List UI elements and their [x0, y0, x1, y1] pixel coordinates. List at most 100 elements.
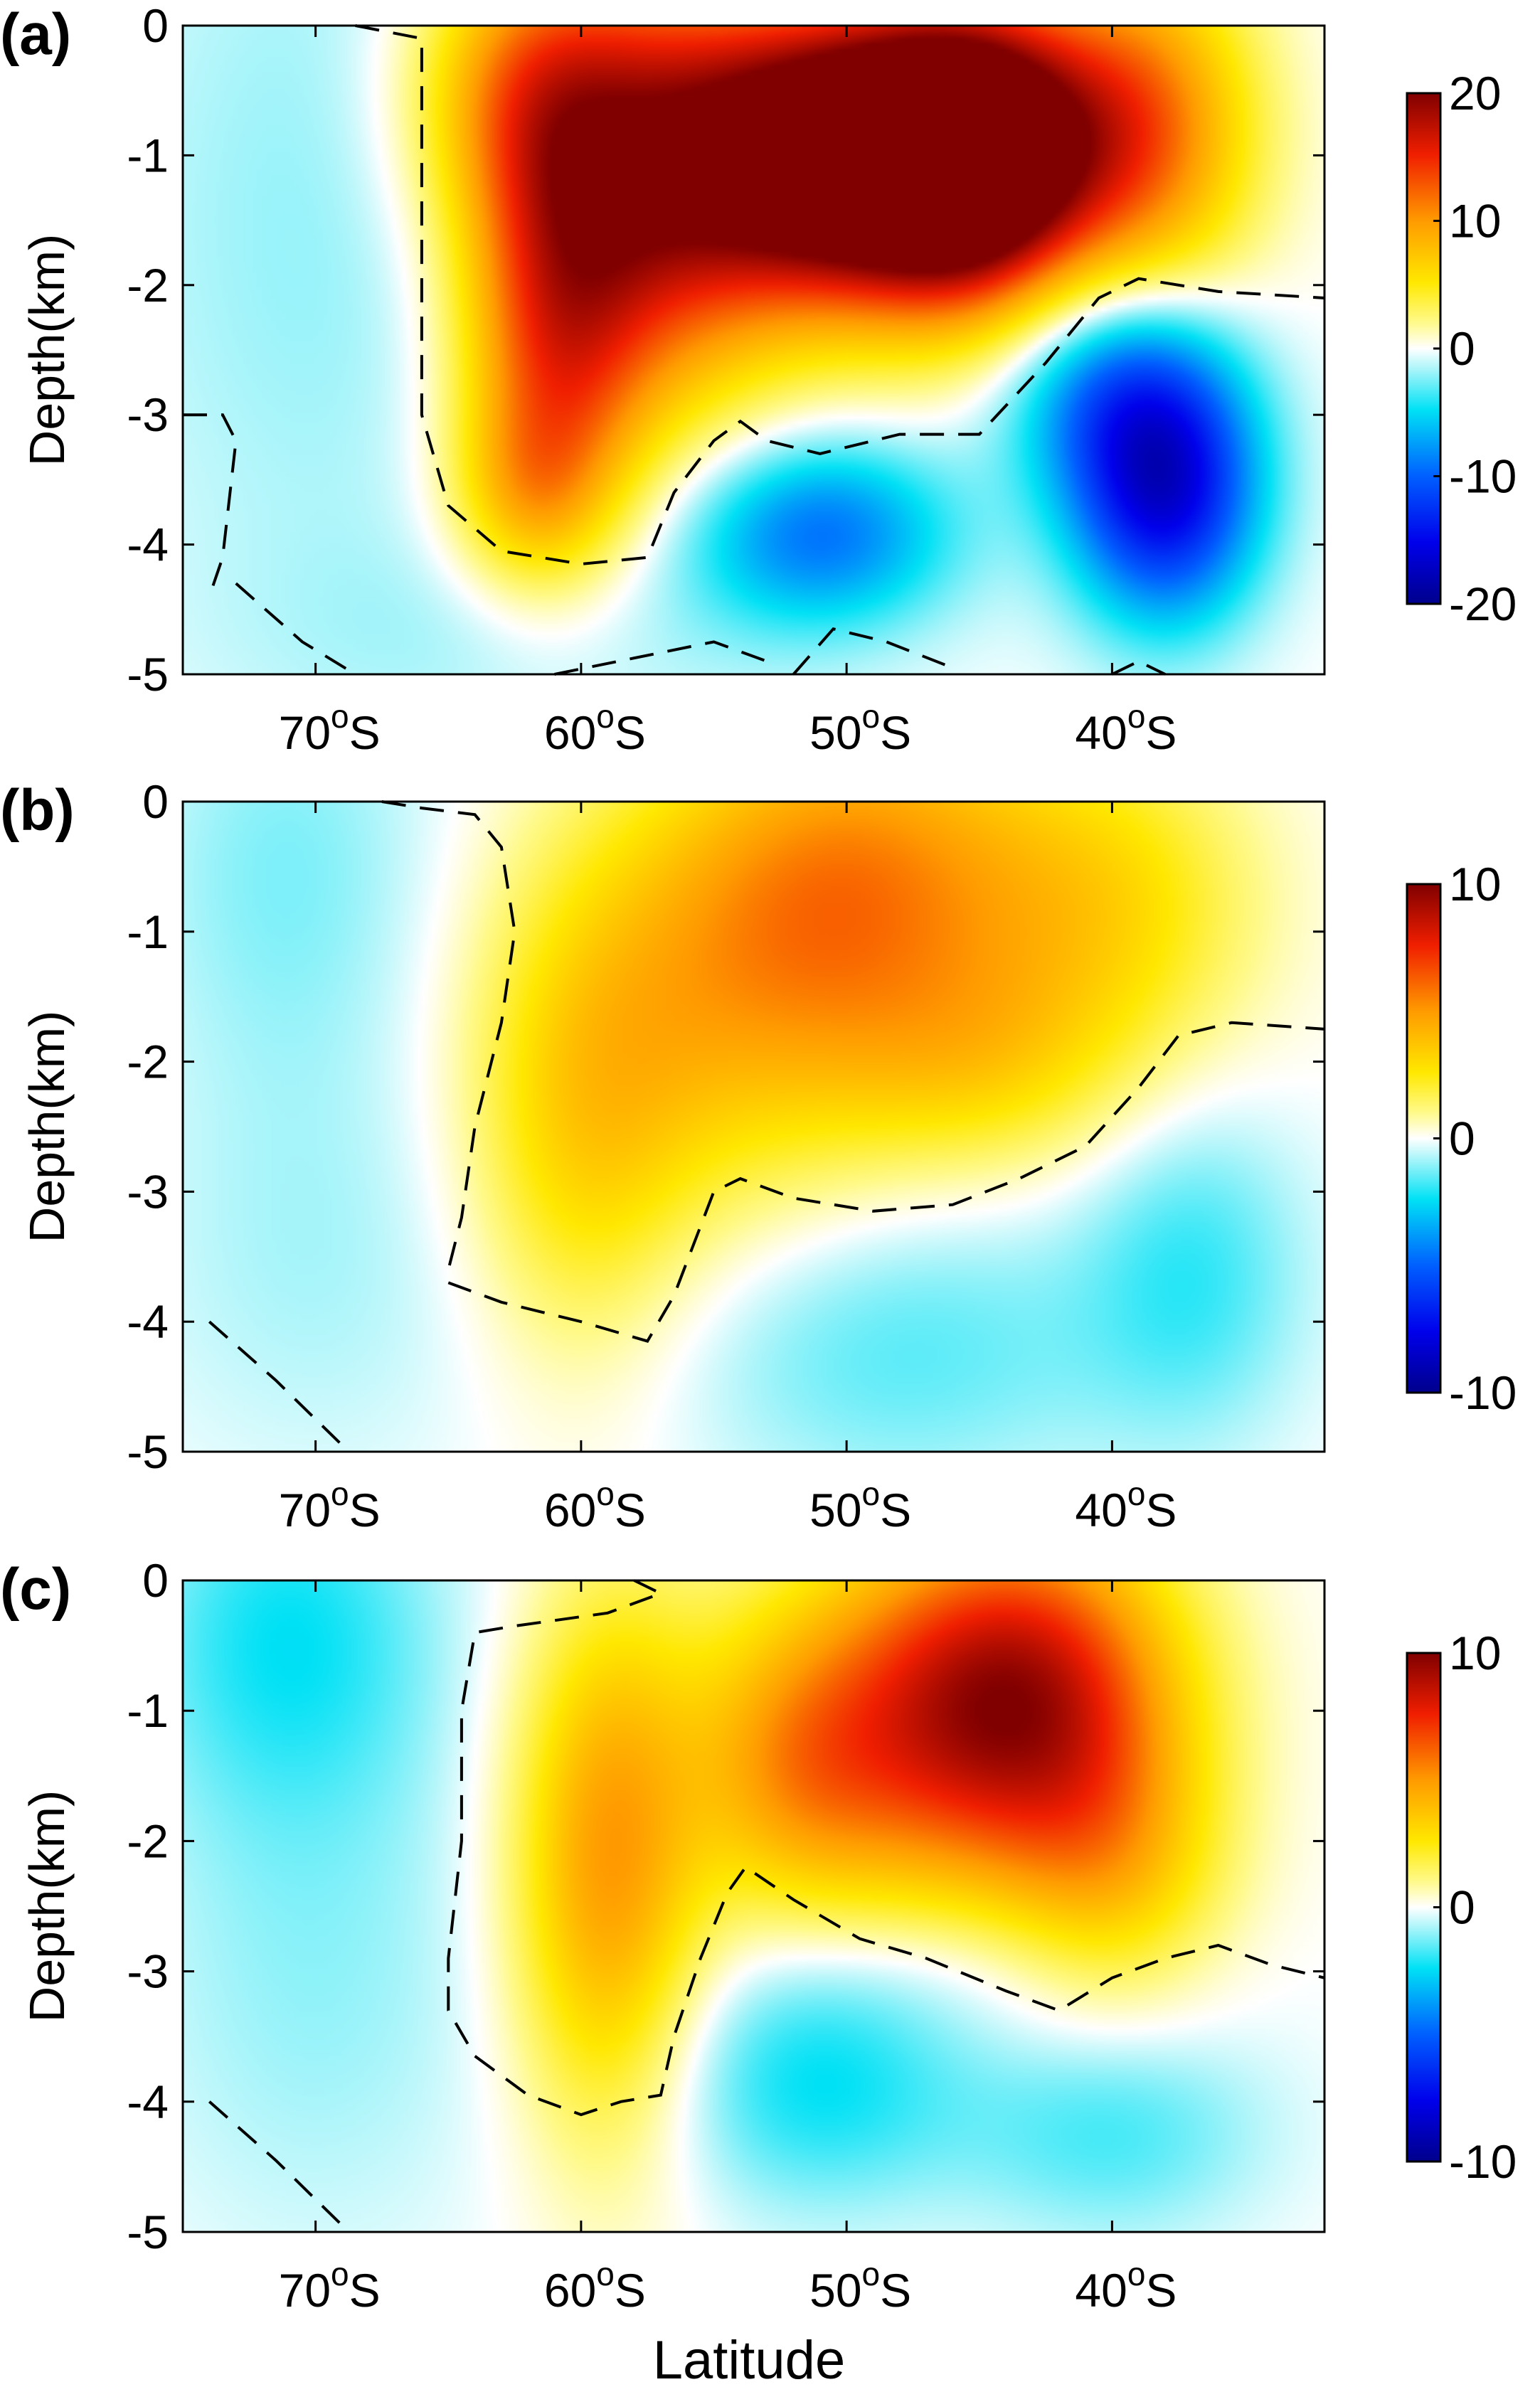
- x-tick-label: 40oS: [1075, 698, 1177, 759]
- x-tick-hemisphere: S: [1145, 2264, 1177, 2317]
- zero-contour-1: [447, 1579, 1325, 2117]
- y-tick-label: -4: [127, 2075, 169, 2128]
- x-tick-hemisphere: S: [1145, 1484, 1177, 1536]
- zero-contour-4: [554, 640, 768, 676]
- y-tick-label: -2: [127, 1814, 169, 1867]
- panel-label: (c): [0, 1557, 71, 1622]
- colorbar-tick-label: 10: [1449, 1627, 1501, 1679]
- x-tick-hemisphere: S: [615, 706, 646, 759]
- heatmap-field: [183, 26, 1324, 674]
- x-tick-degree: o: [596, 698, 615, 735]
- colorbar: [1406, 1652, 1442, 2163]
- y-tick-label: -4: [127, 1295, 169, 1348]
- y-tick-label: -3: [127, 1165, 169, 1218]
- x-tick-degree: o: [1127, 1475, 1146, 1512]
- x-tick-degree: o: [1127, 698, 1146, 735]
- zero-contour-6: [1111, 659, 1166, 676]
- x-tick-hemisphere: S: [1145, 706, 1177, 759]
- y-tick-label: -5: [127, 648, 169, 701]
- x-tick-label: 40oS: [1075, 2255, 1177, 2317]
- y-tick-label: -4: [127, 519, 169, 571]
- x-tick-number: 40: [1075, 1484, 1127, 1536]
- x-tick-hemisphere: S: [349, 1484, 381, 1536]
- x-tick-number: 60: [544, 706, 596, 759]
- y-tick-label: -1: [127, 905, 169, 958]
- y-tick-label: -3: [127, 1945, 169, 1998]
- x-tick-degree: o: [596, 2255, 615, 2292]
- colorbar-tick-label: 0: [1449, 322, 1475, 375]
- y-tick-label: -1: [127, 1684, 169, 1737]
- x-tick-degree: o: [1127, 2255, 1146, 2292]
- colorbar-tick-label: -10: [1449, 1366, 1517, 1419]
- x-tick-hemisphere: S: [880, 2264, 911, 2317]
- x-tick-number: 50: [809, 1484, 861, 1536]
- y-tick-label: 0: [142, 0, 169, 52]
- zero-contour-3: [235, 582, 356, 676]
- y-axis-label: Depth(km): [19, 1790, 75, 2023]
- x-tick-degree: o: [331, 698, 349, 735]
- y-tick-label: 0: [142, 775, 169, 828]
- colorbar-tick-label: 10: [1449, 195, 1501, 248]
- x-tick-label: 50oS: [809, 698, 911, 759]
- x-tick-number: 40: [1075, 706, 1127, 759]
- x-tick-degree: o: [596, 1475, 615, 1512]
- x-tick-hemisphere: S: [880, 706, 911, 759]
- x-tick-label: 50oS: [809, 1475, 911, 1536]
- colorbar-tick-label: -10: [1449, 2135, 1517, 2188]
- x-tick-label: 60oS: [544, 698, 646, 759]
- y-axis-label: Depth(km): [19, 234, 75, 467]
- colorbar-tick-label: 10: [1449, 858, 1501, 910]
- x-tick-label: 50oS: [809, 2255, 911, 2317]
- x-tick-label: 70oS: [279, 1475, 381, 1536]
- plot-frame: [181, 800, 1326, 1453]
- x-tick-hemisphere: S: [615, 2264, 646, 2317]
- colorbar-tick-label: 0: [1449, 1881, 1475, 1934]
- plot-frame: [181, 24, 1326, 676]
- x-tick-number: 70: [279, 1484, 331, 1536]
- x-tick-label: 60oS: [544, 1475, 646, 1536]
- x-tick-degree: o: [331, 1475, 349, 1512]
- zero-contour-2: [183, 413, 238, 597]
- plot-frame: [181, 1579, 1326, 2233]
- x-tick-number: 50: [809, 2264, 861, 2317]
- zero-contour-2: [208, 2100, 344, 2227]
- x-tick-number: 60: [544, 2264, 596, 2317]
- panel-label: (b): [0, 778, 75, 843]
- x-tick-label: 40oS: [1075, 1475, 1177, 1536]
- colorbar-tick-label: 0: [1449, 1112, 1475, 1165]
- colorbar-tick-label: -10: [1449, 450, 1517, 503]
- y-axis-label: Depth(km): [19, 1011, 75, 1243]
- heatmap-field: [183, 1580, 1324, 2232]
- x-tick-degree: o: [862, 698, 881, 735]
- x-tick-degree: o: [331, 2255, 349, 2292]
- x-tick-number: 70: [279, 706, 331, 759]
- y-tick-label: -1: [127, 129, 169, 181]
- x-tick-number: 40: [1075, 2264, 1127, 2317]
- x-tick-number: 70: [279, 2264, 331, 2317]
- zero-contour-3: [208, 1320, 344, 1447]
- zero-contour-1: [381, 800, 516, 1270]
- panel-label: (a): [0, 2, 71, 67]
- y-tick-label: -5: [127, 2206, 169, 2258]
- x-tick-label: 60oS: [544, 2255, 646, 2317]
- x-tick-label: 70oS: [279, 2255, 381, 2317]
- x-tick-degree: o: [862, 2255, 881, 2292]
- x-tick-hemisphere: S: [880, 1484, 911, 1536]
- x-tick-hemisphere: S: [349, 706, 381, 759]
- zero-contour-5: [792, 627, 954, 676]
- colorbar-tick-label: -20: [1449, 578, 1517, 630]
- x-axis-label: Latitude: [653, 2330, 845, 2387]
- y-tick-label: -2: [127, 259, 169, 312]
- y-tick-label: -3: [127, 388, 169, 441]
- zero-contour-2: [447, 1021, 1325, 1343]
- heatmap-field: [183, 802, 1324, 1452]
- y-tick-label: -2: [127, 1036, 169, 1088]
- x-tick-number: 50: [809, 706, 861, 759]
- y-tick-label: -5: [127, 1425, 169, 1478]
- colorbar-tick-label: 20: [1449, 67, 1501, 119]
- y-tick-label: 0: [142, 1554, 169, 1607]
